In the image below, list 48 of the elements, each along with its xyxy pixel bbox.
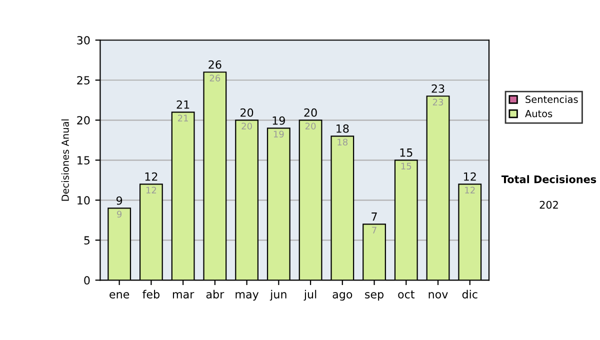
y-tick-label: 20 xyxy=(77,116,90,125)
y-tick-label: 0 xyxy=(84,276,90,285)
y-tick-label: 5 xyxy=(84,236,90,245)
y-tick-label: 15 xyxy=(78,156,90,165)
total-label: 19 xyxy=(272,116,285,125)
total-label: 20 xyxy=(304,108,317,117)
x-tick-label: abr xyxy=(206,290,224,298)
x-tick-label: mar xyxy=(172,292,194,298)
total-label: 12 xyxy=(464,172,476,181)
data-label: 9 xyxy=(117,210,122,218)
total-label: 18 xyxy=(336,124,349,133)
total-label: 23 xyxy=(432,84,444,93)
y-tick-label: 10 xyxy=(78,196,90,205)
x-tick-label: nov xyxy=(428,292,448,298)
text: Total Decisiones xyxy=(501,175,596,184)
total-label: 20 xyxy=(240,108,254,117)
x-tick-label: feb xyxy=(142,290,160,298)
total-label: 12 xyxy=(145,172,158,181)
data-label: 12 xyxy=(146,186,156,194)
data-label: 21 xyxy=(178,114,188,122)
data-label: 23 xyxy=(432,98,444,106)
x-tick-label: may xyxy=(236,292,259,301)
data-label: 20 xyxy=(242,122,252,130)
text: 202 xyxy=(540,200,558,209)
y-tick-label: 30 xyxy=(77,36,90,44)
y-axis-title: Decisiones Anual xyxy=(61,119,69,201)
data-label: 7 xyxy=(372,226,376,234)
data-label: 20 xyxy=(305,122,316,130)
x-tick-label: jul xyxy=(304,290,316,301)
x-tick-label: jun xyxy=(270,290,286,301)
total-label: 21 xyxy=(176,100,190,109)
total-label: 26 xyxy=(208,60,222,69)
data-label: 15 xyxy=(401,162,412,170)
y-tick-label: 25 xyxy=(77,76,90,85)
x-tick-label: sep xyxy=(365,292,384,301)
x-tick-label: ene xyxy=(110,292,130,298)
legend-label: Autos xyxy=(525,110,552,118)
data-label: 12 xyxy=(465,186,475,194)
data-label: 18 xyxy=(338,138,348,146)
x-tick-label: dic xyxy=(462,290,478,298)
legend-label: Sentencias xyxy=(526,95,578,104)
data-label: 19 xyxy=(274,130,284,138)
data-label: 26 xyxy=(210,74,220,82)
total-label: 7 xyxy=(372,212,377,221)
total-label: 9 xyxy=(116,196,122,205)
x-tick-label: ago xyxy=(332,292,352,301)
total-label: 15 xyxy=(400,148,412,157)
x-tick-label: oct xyxy=(398,290,415,298)
